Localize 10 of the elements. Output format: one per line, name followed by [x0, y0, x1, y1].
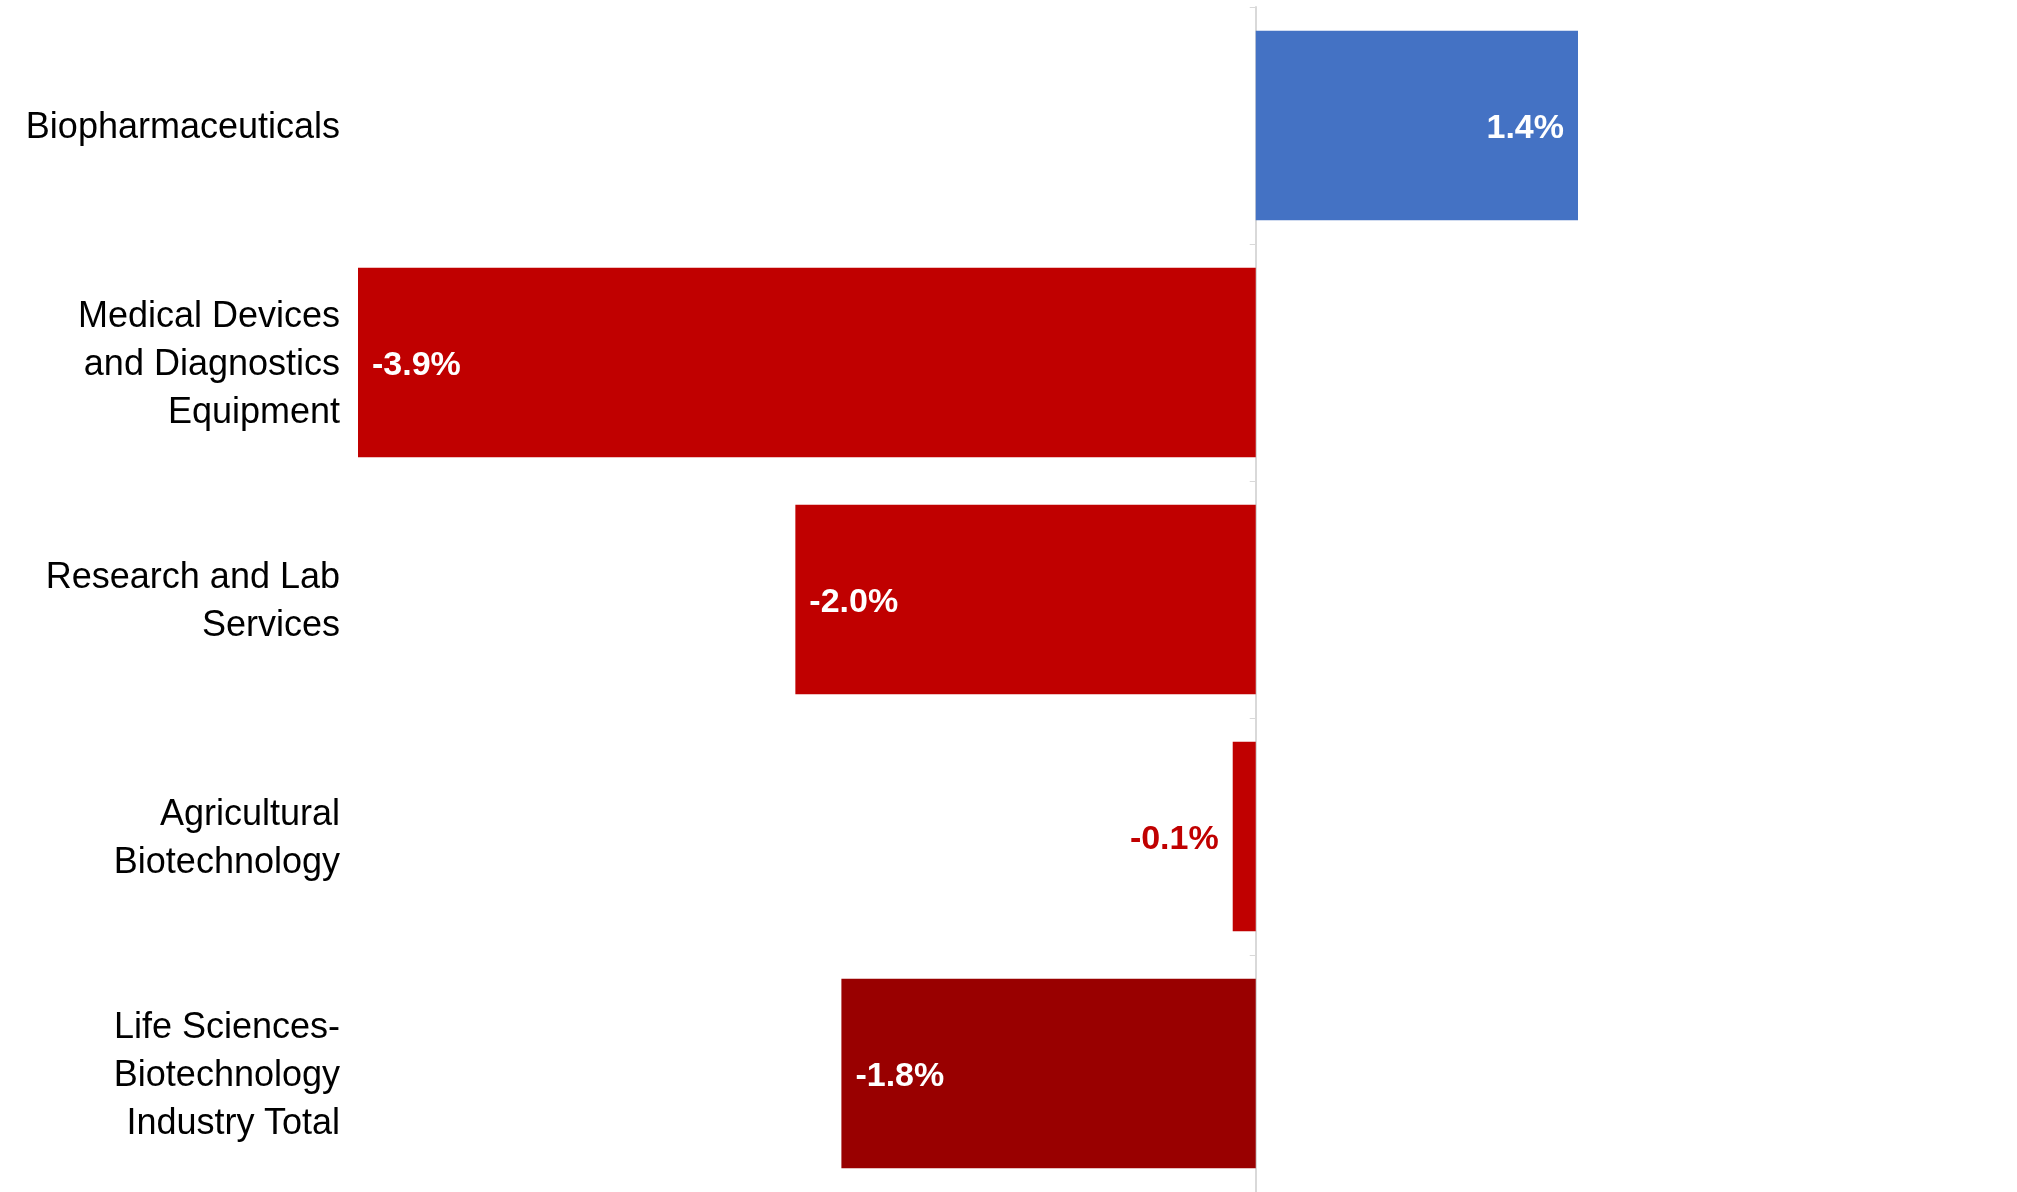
- data-label: -2.0%: [809, 580, 899, 619]
- data-label: -0.1%: [1129, 817, 1219, 856]
- y-tick-label: Medical Devices and Diagnostics Equipment: [77, 294, 340, 431]
- data-label: -3.9%: [372, 343, 461, 382]
- y-tick-label: Biopharmaceuticals: [25, 105, 340, 146]
- data-label: -1.8%: [855, 1054, 945, 1093]
- data-label: 1.4%: [1486, 106, 1564, 145]
- y-tick-label: Life Sciences-Biotechnology Industry Total: [113, 1005, 340, 1142]
- y-tick-label: Agricultural Biotechnology: [113, 792, 340, 881]
- y-tick-label: Research and Lab Services: [45, 555, 340, 644]
